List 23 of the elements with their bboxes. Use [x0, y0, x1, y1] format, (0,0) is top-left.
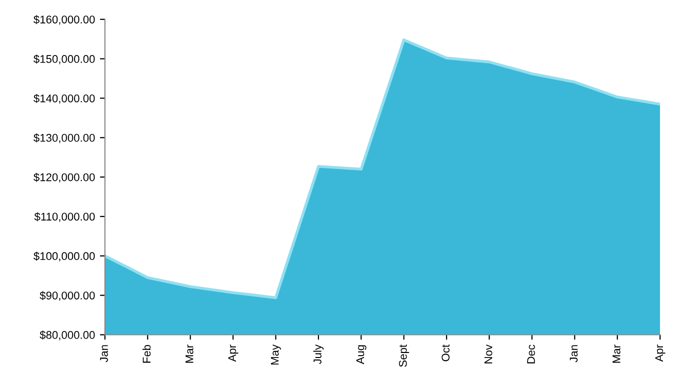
y-tick-label: $80,000.00 — [40, 330, 95, 340]
x-tick-label: Sept — [398, 344, 410, 367]
x-tick-label: Apr — [655, 344, 666, 362]
y-tick-label: $140,000.00 — [34, 94, 95, 104]
x-tick-label: Mar — [612, 344, 620, 363]
x-tick-label: May — [270, 344, 281, 365]
x-tick-label: Jan — [100, 345, 108, 362]
x-tick-label: Apr — [228, 344, 238, 362]
y-tick-label: $90,000.00 — [40, 291, 95, 301]
y-tick-label: $120,000.00 — [34, 172, 95, 182]
y-tick-label: $110,000.00 — [34, 212, 95, 222]
y-tick-label: $130,000.00 — [34, 133, 95, 144]
x-tick-label: Oct — [442, 344, 450, 362]
y-tick-label: $150,000.00 — [34, 54, 95, 64]
x-tick-label: Aug — [356, 345, 366, 364]
x-tick-label: Feb — [142, 344, 151, 363]
x-tick-label: Dec — [527, 344, 535, 364]
x-tick-label: Jan — [570, 345, 578, 362]
x-tick-label: July — [313, 344, 324, 364]
y-tick-label: $160,000.00 — [34, 15, 95, 25]
x-tick-label: Nov — [484, 344, 492, 364]
x-tick-label: Mar — [186, 344, 194, 363]
y-tick-label: $100,000.00 — [34, 252, 95, 262]
